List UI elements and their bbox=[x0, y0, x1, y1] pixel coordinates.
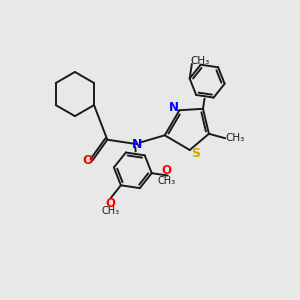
Text: CH₃: CH₃ bbox=[190, 56, 210, 66]
Text: CH₃: CH₃ bbox=[157, 176, 176, 186]
Text: CH₃: CH₃ bbox=[102, 206, 120, 216]
Text: CH₃: CH₃ bbox=[226, 133, 245, 143]
Text: O: O bbox=[106, 197, 116, 210]
Text: N: N bbox=[169, 101, 179, 114]
Text: N: N bbox=[132, 138, 142, 151]
Text: O: O bbox=[82, 154, 93, 167]
Text: O: O bbox=[161, 164, 171, 177]
Text: S: S bbox=[191, 147, 200, 160]
